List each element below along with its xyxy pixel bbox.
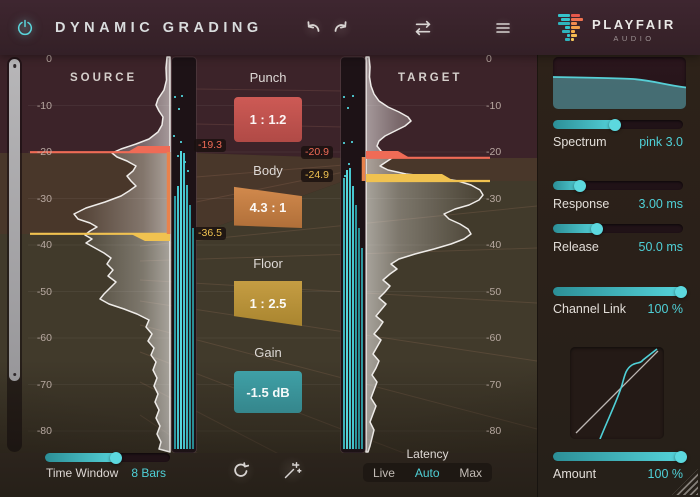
latency-option-live[interactable]: Live <box>372 465 395 480</box>
floor-value: 1 : 2.5 <box>249 296 287 311</box>
response-value: 3.00 ms <box>638 197 683 211</box>
db-tick: -30 <box>486 192 502 205</box>
source-histogram <box>73 56 171 453</box>
swap-arrows-icon <box>415 20 431 36</box>
relearn-button[interactable] <box>227 457 255 485</box>
app-title: DYNAMIC GRADING <box>55 20 263 36</box>
punch-control[interactable]: 1 : 1.2 <box>234 97 302 142</box>
target-threshold-low-line[interactable] <box>366 174 490 183</box>
spectrum-thumb[interactable] <box>608 118 621 131</box>
db-tick: -10 <box>36 99 52 112</box>
amount-thumb[interactable] <box>675 450 687 463</box>
playfair-logo-icon <box>557 14 584 41</box>
target-meter-strip <box>340 56 366 454</box>
release-value: 50.0 ms <box>638 240 683 254</box>
db-tick: -40 <box>36 239 52 251</box>
target-label: TARGET <box>398 72 463 84</box>
display-range-slider[interactable] <box>7 57 22 452</box>
latency-label: Latency <box>406 447 449 461</box>
source-threshold-low-line[interactable] <box>30 232 170 241</box>
spectrum-slider[interactable] <box>553 118 683 131</box>
amount-slider[interactable] <box>553 450 687 463</box>
source-threshold-high-line[interactable] <box>30 146 170 154</box>
display-range-handle[interactable] <box>9 59 20 381</box>
menu-button[interactable] <box>492 17 514 39</box>
response-label: Response <box>553 197 610 211</box>
power-button[interactable] <box>12 15 38 41</box>
spectrum-display <box>553 57 686 109</box>
response-thumb[interactable] <box>573 179 586 192</box>
db-tick: -80 <box>486 425 502 437</box>
top-bar: DYNAMIC GRADING <box>0 0 700 55</box>
time-window-thumb[interactable] <box>109 451 122 464</box>
channel-link-thumb[interactable] <box>675 285 687 298</box>
undo-icon <box>307 21 320 32</box>
ab-swap-button[interactable] <box>411 16 435 40</box>
target-threshold-high-readout: -20.9 <box>301 146 333 159</box>
redo-button[interactable] <box>330 17 352 39</box>
release-thumb[interactable] <box>590 222 603 235</box>
brand-name: PLAYFAIR <box>592 17 676 32</box>
time-window-slider[interactable] <box>45 451 170 464</box>
latency-option-auto[interactable]: Auto <box>414 465 440 480</box>
gain-value: -1.5 dB <box>246 384 290 400</box>
spectrum-value: pink 3.0 <box>639 135 683 149</box>
time-window-value: 8 Bars <box>131 466 166 480</box>
source-threshold-high-readout: -19.3 <box>194 139 226 152</box>
redo-icon <box>334 21 347 32</box>
magic-wand-icon <box>284 461 302 478</box>
auto-setup-button[interactable] <box>278 456 306 484</box>
release-slider[interactable] <box>553 222 683 235</box>
amount-value: 100 % <box>647 467 683 481</box>
latency-segmented-control: Live Auto Max <box>363 463 492 482</box>
source-meter-strip <box>171 56 197 454</box>
target-histogram <box>365 56 484 453</box>
db-tick: -60 <box>36 332 52 344</box>
latency-option-max[interactable]: Max <box>459 465 483 480</box>
footer-bar: Time Window 8 Bars Latency Live Auto Max <box>0 447 537 497</box>
db-tick: -20 <box>36 146 52 158</box>
dynamics-graph <box>0 55 537 497</box>
db-tick: -50 <box>36 285 52 298</box>
db-tick: -60 <box>486 332 502 344</box>
target-threshold-low-readout: -24.9 <box>301 169 333 182</box>
channel-link-label: Channel Link <box>553 302 626 316</box>
release-label: Release <box>553 240 599 254</box>
body-label: Body <box>253 163 283 178</box>
time-window-label: Time Window <box>46 466 119 480</box>
refresh-icon <box>234 462 250 477</box>
db-tick: -80 <box>36 425 52 437</box>
gain-label: Gain <box>254 345 282 360</box>
response-slider[interactable] <box>553 179 683 192</box>
punch-value: 1 : 1.2 <box>249 112 287 127</box>
punch-label: Punch <box>249 70 287 85</box>
target-threshold-high-line[interactable] <box>366 151 490 159</box>
undo-button[interactable] <box>302 17 324 39</box>
source-threshold-low-readout: -36.5 <box>194 227 226 240</box>
db-tick: -10 <box>486 99 502 112</box>
db-tick: -70 <box>36 378 52 391</box>
channel-link-value: 100 % <box>647 302 683 316</box>
transfer-curve-display <box>570 347 664 439</box>
gain-control[interactable]: -1.5 dB <box>234 371 302 413</box>
db-tick: -30 <box>36 192 52 205</box>
power-icon <box>17 19 33 36</box>
db-tick: 0 <box>486 53 492 65</box>
floor-label: Floor <box>253 256 283 271</box>
db-tick: -70 <box>486 378 502 391</box>
db-tick: 0 <box>46 53 52 65</box>
source-label: SOURCE <box>70 72 138 84</box>
hamburger-menu-icon <box>496 23 510 33</box>
body-value: 4.3 : 1 <box>249 199 287 215</box>
amount-label: Amount <box>553 467 597 481</box>
channel-link-slider[interactable] <box>553 285 687 298</box>
db-tick: -40 <box>486 239 502 251</box>
db-tick: -50 <box>486 285 502 298</box>
brand-subtitle: AUDIO <box>613 34 655 43</box>
db-tick: -20 <box>486 146 502 158</box>
spectrum-label: Spectrum <box>553 135 607 149</box>
